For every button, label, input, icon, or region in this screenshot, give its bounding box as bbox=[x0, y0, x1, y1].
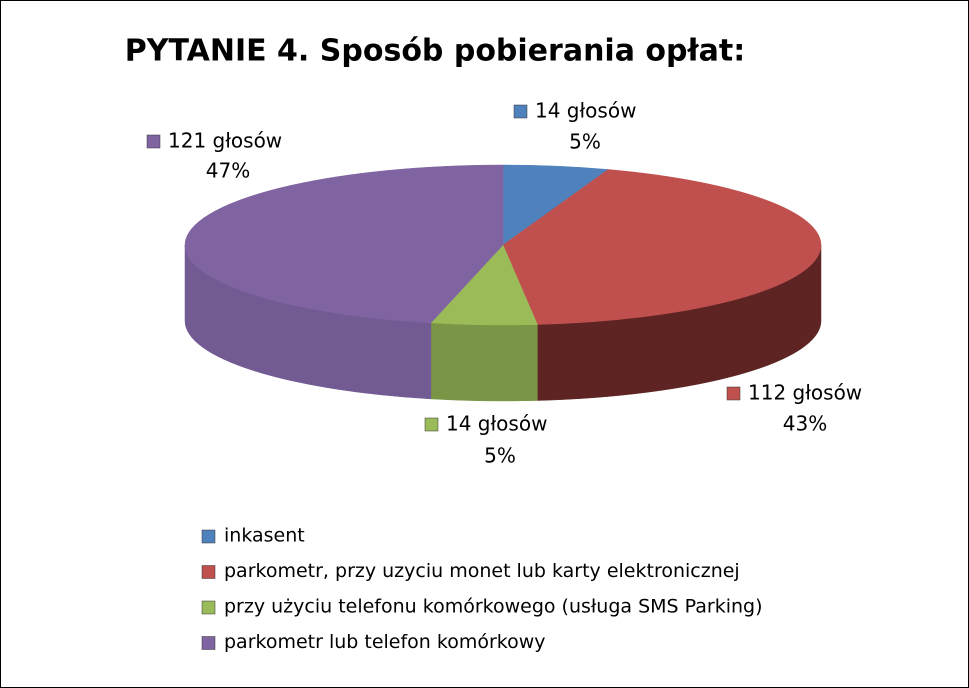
slice bbox=[502, 169, 822, 325]
data-label: 14 głosów bbox=[535, 99, 636, 123]
legend-label: przy użyciu telefonu komórkowego (usługa… bbox=[224, 596, 763, 618]
chart-title: PYTANIE 4. Sposób pobierania opłat: bbox=[125, 34, 745, 69]
slice-side bbox=[430, 322, 538, 402]
data-label: 121 głosów bbox=[168, 129, 282, 153]
percent-label: 5% bbox=[484, 444, 516, 468]
label-key bbox=[513, 104, 528, 119]
percent-label: 47% bbox=[206, 159, 250, 183]
legend-swatch bbox=[201, 529, 216, 544]
percent-label: 43% bbox=[783, 412, 827, 436]
legend-swatch bbox=[201, 600, 216, 615]
legend-label: parkometr, przy uzyciu monet lub karty e… bbox=[224, 560, 740, 582]
label-key bbox=[146, 134, 161, 149]
legend-label: inkasent bbox=[224, 525, 305, 547]
legend-swatch bbox=[201, 565, 216, 579]
slice bbox=[184, 164, 504, 324]
legend-label: parkometr lub telefon komórkowy bbox=[224, 631, 546, 653]
label-key bbox=[726, 386, 741, 401]
legend-swatch bbox=[201, 636, 216, 650]
label-key bbox=[424, 417, 439, 432]
data-label: 14 głosów bbox=[446, 412, 547, 436]
percent-label: 5% bbox=[569, 130, 601, 154]
data-label: 112 głosów bbox=[748, 381, 862, 405]
